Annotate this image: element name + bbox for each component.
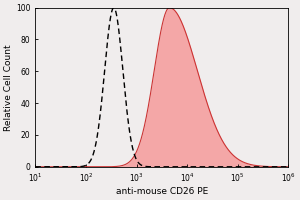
X-axis label: anti-mouse CD26 PE: anti-mouse CD26 PE (116, 187, 208, 196)
Y-axis label: Relative Cell Count: Relative Cell Count (4, 44, 13, 131)
